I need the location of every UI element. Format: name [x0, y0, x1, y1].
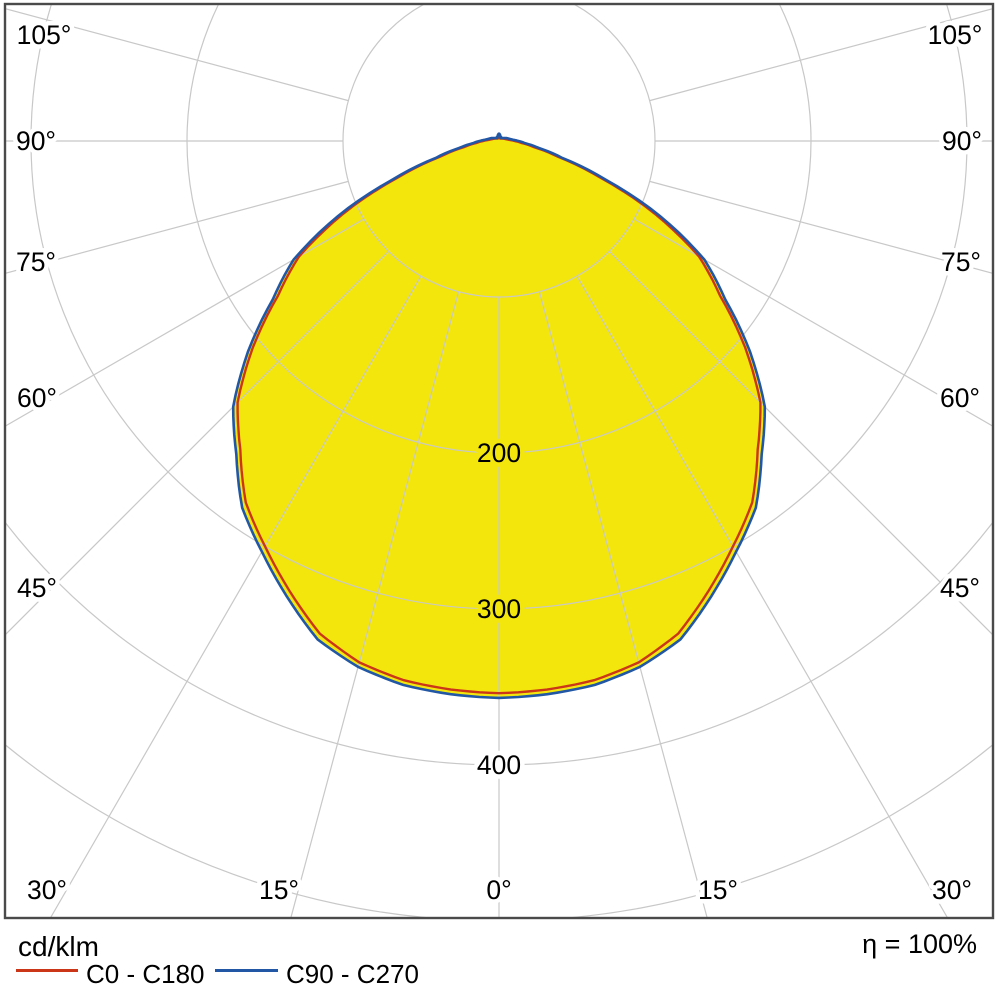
grid-ray-15deg-right: [538, 291, 708, 917]
angle-label-left-15deg: 15°: [259, 875, 299, 905]
angle-label-0deg: 0°: [486, 875, 511, 905]
ring-label-300: 300: [477, 594, 521, 624]
angle-label-right-75deg: 75°: [941, 247, 981, 277]
angle-label-right-105deg: 105°: [928, 20, 983, 50]
angle-label-right-45deg: 45°: [940, 573, 980, 603]
ring-label-200: 200: [477, 438, 521, 468]
grid-ray-15deg-left: [290, 291, 460, 917]
grid-ray-30deg-right: [576, 275, 948, 917]
angle-label-left-75deg: 75°: [16, 247, 56, 277]
angle-label-left-30deg: 30°: [27, 875, 67, 905]
angle-label-left-60deg: 60°: [17, 383, 57, 413]
grid-ray-105deg-right: [649, 8, 992, 102]
legend-swatch-c90-c270: [215, 969, 278, 972]
angle-label-left-45deg: 45°: [17, 573, 57, 603]
angle-label-right-90deg: 90°: [942, 126, 982, 156]
angle-label-left-105deg: 105°: [17, 20, 72, 50]
grid-ray-60deg-left: [6, 218, 365, 427]
unit-label: cd/klm: [18, 931, 99, 962]
grid-ray-45deg-left: [6, 250, 390, 635]
legend-label-c90-c270: C90 - C270: [286, 959, 419, 989]
angle-label-right-15deg: 15°: [698, 875, 738, 905]
plot-border: [3, 2, 995, 920]
series-c0-c180-curve: [236, 136, 762, 695]
angle-label-left-90deg: 90°: [16, 126, 56, 156]
grid-ray-45deg-right: [608, 250, 992, 635]
grid-ray-75deg-left: [6, 180, 349, 274]
ring-label-400: 400: [477, 750, 521, 780]
legend-swatch-c0-c180: [16, 969, 78, 972]
grid-ray-60deg-right: [633, 218, 992, 427]
efficiency-label: η = 100%: [862, 929, 977, 959]
series-c90-c270-curve: [231, 131, 767, 700]
legend-label-c0-c180: C0 - C180: [86, 959, 205, 989]
grid-ray-105deg-left: [6, 8, 349, 102]
angle-label-right-30deg: 30°: [932, 875, 972, 905]
angle-label-right-60deg: 60°: [940, 383, 980, 413]
grid-ray-75deg-right: [649, 180, 992, 274]
grid-ray-30deg-left: [50, 275, 422, 917]
